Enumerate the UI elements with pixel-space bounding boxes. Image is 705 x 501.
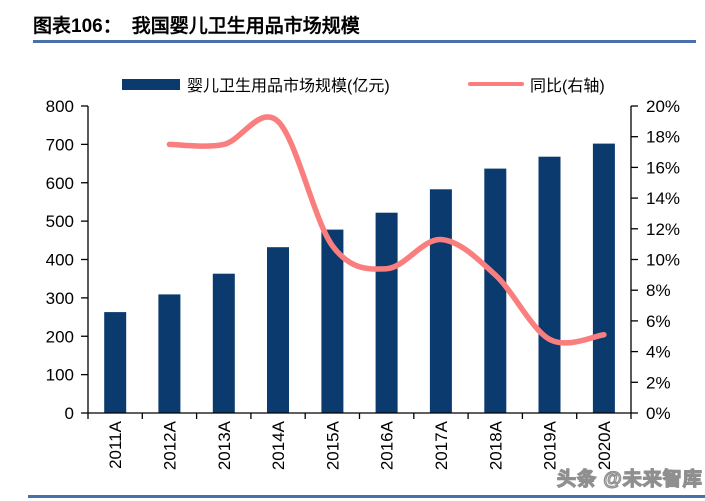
yoy-growth-line (166, 114, 607, 346)
watermark: 头条 @未来智库 (556, 468, 703, 490)
bar-2016A (375, 212, 398, 413)
left-tick-label: 400 (46, 251, 74, 270)
right-tick-label: 18% (646, 128, 680, 147)
bar-2015A (321, 229, 344, 413)
x-category-label: 2014A (269, 420, 288, 470)
bar-2013A (212, 273, 235, 413)
left-tick-label: 700 (46, 135, 74, 154)
x-category-label: 2016A (378, 420, 397, 470)
bottom-rule (28, 495, 705, 498)
x-axis: 2011A 2012A 2013A 2014A 2015A 2016A 2017A 2018A… (87, 413, 632, 470)
left-tick-label: 300 (46, 289, 74, 308)
line-swatch-icon (468, 81, 524, 87)
x-category-label: 2020A (595, 420, 614, 470)
x-category-label: 2012A (160, 420, 179, 470)
left-tick-label: 600 (46, 174, 74, 193)
left-tick-label: 200 (46, 327, 74, 346)
y-axis-left: 0 100 200 300 400 500 600 700 800 (46, 97, 88, 423)
page-title: 我国婴儿卫生用品市场规模 (131, 16, 360, 37)
left-tick-label: 800 (46, 97, 74, 116)
x-category-label: 2013A (215, 420, 234, 470)
x-category-label: 2011A (106, 420, 125, 469)
legend-label: 同比(右轴) (530, 78, 605, 95)
legend-item-yoy: 同比(右轴) (468, 72, 605, 96)
bar-2018A (484, 168, 507, 413)
right-tick-label: 12% (646, 220, 680, 239)
bar-2020A (592, 143, 615, 413)
legend-item-market-size: 婴儿卫生用品市场规模(亿元) (122, 72, 390, 96)
right-tick-label: 16% (646, 158, 680, 177)
x-category-label: 2019A (541, 420, 560, 470)
figure-title: 图表106： 我国婴儿卫生用品市场规模 (33, 11, 360, 38)
right-tick-label: 10% (646, 251, 680, 270)
left-tick-label: 100 (46, 366, 74, 385)
left-tick-label: 500 (46, 212, 74, 231)
right-tick-label: 20% (646, 97, 680, 116)
y-axis-right: 0% 2% 4% 6% 8% 10% 12% 14% 16% 18% 20% (631, 97, 680, 423)
x-category-label: 2017A (432, 420, 451, 470)
figure-number: 图表106： (33, 16, 122, 37)
right-tick-label: 14% (646, 189, 680, 208)
x-category-label: 2018A (486, 420, 505, 470)
bar-2019A (538, 156, 561, 413)
left-tick-label: 0 (65, 404, 74, 423)
x-category-label: 2015A (323, 420, 342, 470)
bar-2014A (267, 247, 289, 413)
bar-2011A (104, 312, 127, 413)
bar-swatch-icon (122, 78, 180, 90)
title-underline (33, 40, 696, 43)
right-tick-label: 4% (646, 343, 671, 362)
legend-label: 婴儿卫生用品市场规模(亿元) (187, 78, 390, 95)
right-tick-label: 6% (646, 312, 671, 331)
right-tick-label: 0% (646, 404, 671, 423)
right-tick-label: 2% (646, 373, 671, 392)
bar-2017A (429, 189, 452, 413)
chart-legend: 婴儿卫生用品市场规模(亿元) 同比(右轴) (0, 72, 705, 96)
right-tick-label: 8% (646, 281, 671, 300)
bar-2012A (158, 294, 181, 413)
bars-series (104, 143, 615, 413)
